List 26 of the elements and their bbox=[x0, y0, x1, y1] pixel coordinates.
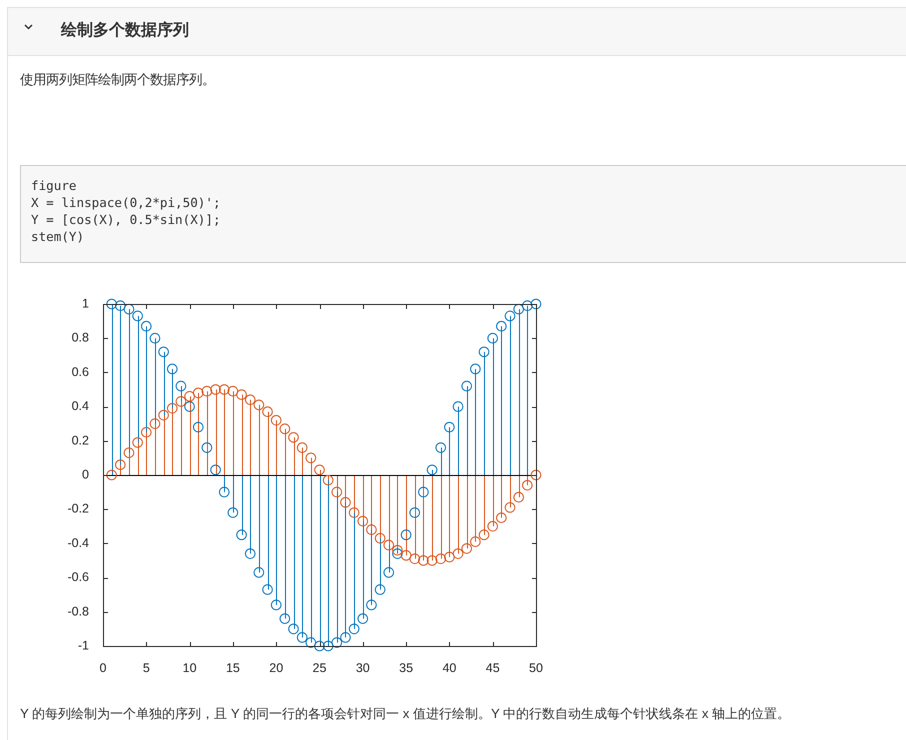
y-tick-label: 0.6 bbox=[72, 364, 90, 379]
y-tick-label: -0.4 bbox=[67, 536, 90, 550]
x-tick-label: 35 bbox=[399, 660, 414, 675]
x-tick-label: 50 bbox=[529, 660, 543, 675]
x-tick-label: 15 bbox=[226, 660, 240, 675]
chart-subtitle: 使用两列矩阵绘制两个数据序列。 bbox=[20, 71, 215, 89]
y-tick-label: -1 bbox=[78, 638, 90, 652]
x-tick-label: 10 bbox=[182, 660, 197, 675]
y-tick-label: 0.4 bbox=[72, 399, 90, 414]
x-tick-label: 25 bbox=[312, 660, 326, 675]
y-tick-label: -0.8 bbox=[67, 604, 90, 618]
x-tick-label: 0 bbox=[100, 660, 107, 675]
y-tick-label: 0 bbox=[82, 467, 90, 482]
y-tick-label: 1 bbox=[82, 296, 90, 310]
chart-title: 绘制多个数据序列 bbox=[61, 20, 189, 41]
x-tick-label: 45 bbox=[486, 660, 500, 675]
y-tick-label: 0.8 bbox=[72, 330, 90, 345]
x-tick-label: 20 bbox=[269, 660, 284, 675]
x-tick-label: 5 bbox=[142, 660, 150, 675]
y-tick-label: 0.2 bbox=[72, 433, 90, 448]
y-tick-label: -0.6 bbox=[67, 570, 90, 584]
x-tick-label: 30 bbox=[356, 660, 370, 675]
x-tick-label: 40 bbox=[442, 660, 456, 675]
text: Y 的每列绘制为一个单独的序列，且 Y 的同一行的各项会针对同一 x 值进行绘制。Y 中的行数自动生成每个针状线条在 x 轴上的位置。 bbox=[20, 705, 790, 723]
y-tick-label: -0.2 bbox=[67, 502, 90, 516]
text: figure X = linspace(0,2*pi,50)'; Y = [cos(X), 0.5*sin(X)]; stem(Y) bbox=[31, 177, 221, 245]
